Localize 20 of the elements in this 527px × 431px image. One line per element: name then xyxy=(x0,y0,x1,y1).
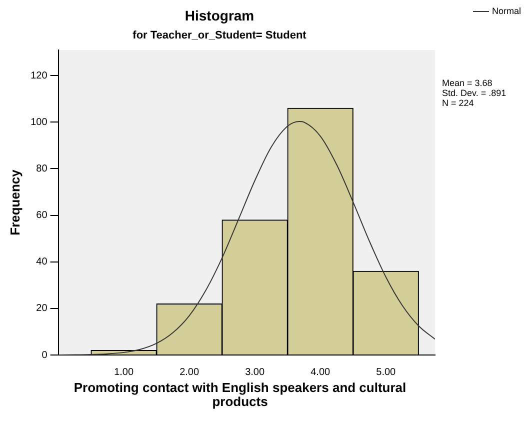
y-tick-label: 80 xyxy=(36,163,48,174)
x-tick-label: 4.00 xyxy=(310,366,331,378)
y-tick-label: 20 xyxy=(36,303,48,314)
y-tick-label: 60 xyxy=(36,210,48,222)
x-axis-title: Promoting contact with English speakers and cultural products xyxy=(72,380,408,409)
x-tick-label: 1.00 xyxy=(114,366,134,378)
y-tick-label: 40 xyxy=(36,256,48,268)
y-tick-label: 120 xyxy=(30,70,48,82)
legend-label: Normal xyxy=(492,6,521,16)
text: N = 224 xyxy=(442,98,474,108)
y-tick-label: 0 xyxy=(42,350,48,361)
y-tick-label: 100 xyxy=(30,116,48,128)
x-tick-label: 5.00 xyxy=(376,366,396,378)
text: Std. Dev. = .891 xyxy=(442,88,506,98)
x-tick-label: 2.00 xyxy=(180,366,200,378)
chart-title: Histogram xyxy=(184,7,254,24)
x-tick-label: 3.00 xyxy=(245,366,265,378)
text: Mean = 3.68 xyxy=(442,78,492,88)
chart-subtitle: for Teacher_or_Student= Student xyxy=(132,29,307,42)
y-axis-title: Frequency xyxy=(7,168,22,236)
